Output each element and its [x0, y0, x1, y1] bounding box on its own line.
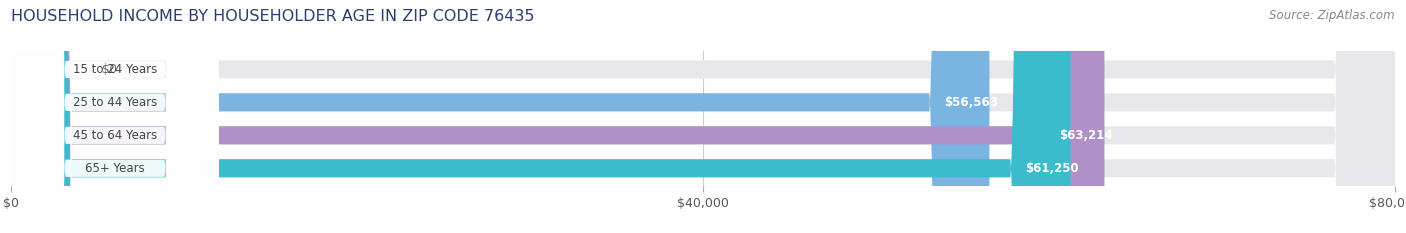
- FancyBboxPatch shape: [11, 0, 1070, 233]
- Text: Source: ZipAtlas.com: Source: ZipAtlas.com: [1270, 9, 1395, 22]
- FancyBboxPatch shape: [11, 0, 219, 233]
- FancyBboxPatch shape: [11, 0, 219, 233]
- FancyBboxPatch shape: [11, 0, 1395, 233]
- Text: $56,563: $56,563: [945, 96, 998, 109]
- FancyBboxPatch shape: [11, 0, 1395, 233]
- Text: HOUSEHOLD INCOME BY HOUSEHOLDER AGE IN ZIP CODE 76435: HOUSEHOLD INCOME BY HOUSEHOLDER AGE IN Z…: [11, 9, 534, 24]
- FancyBboxPatch shape: [11, 0, 219, 233]
- Text: 15 to 24 Years: 15 to 24 Years: [73, 63, 157, 76]
- Text: $61,250: $61,250: [1025, 162, 1080, 175]
- FancyBboxPatch shape: [11, 0, 1395, 233]
- Text: $0: $0: [103, 63, 117, 76]
- Text: 25 to 44 Years: 25 to 44 Years: [73, 96, 157, 109]
- FancyBboxPatch shape: [11, 0, 1395, 233]
- FancyBboxPatch shape: [11, 0, 990, 233]
- FancyBboxPatch shape: [11, 0, 219, 233]
- Text: 65+ Years: 65+ Years: [86, 162, 145, 175]
- Text: $63,214: $63,214: [1060, 129, 1114, 142]
- FancyBboxPatch shape: [11, 0, 1105, 233]
- Text: 45 to 64 Years: 45 to 64 Years: [73, 129, 157, 142]
